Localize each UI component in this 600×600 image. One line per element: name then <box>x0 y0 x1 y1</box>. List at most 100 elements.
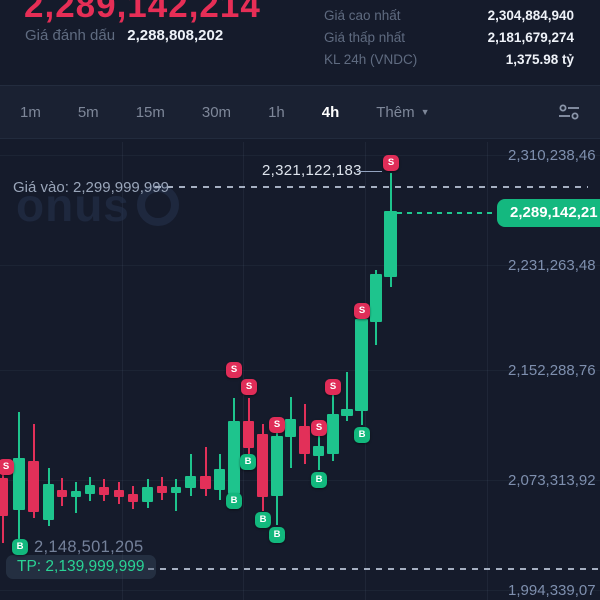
candle-body <box>85 485 95 494</box>
stat-value: 2,304,884,940 <box>487 7 574 23</box>
watermark-logo-ring <box>136 184 179 226</box>
sell-marker-badge[interactable]: S <box>226 362 242 378</box>
entry-price-line <box>155 186 588 188</box>
price-header: 2,289,142,214 Giá đánh dấu 2,288,808,202… <box>0 0 600 86</box>
gridline-vertical <box>487 142 488 600</box>
stat-label: Giá thấp nhất <box>324 29 406 45</box>
gridline-horizontal <box>0 370 600 371</box>
sell-marker-badge[interactable]: S <box>325 379 341 395</box>
candle-body <box>128 494 138 502</box>
buy-marker-badge[interactable]: B <box>269 527 285 543</box>
candle-body <box>355 319 368 411</box>
sell-marker-badge[interactable]: S <box>269 417 285 433</box>
candle-body <box>200 476 211 489</box>
price-axis-tick: 2,310,238,46 <box>508 147 596 164</box>
price-axis-tick: 2,073,313,92 <box>508 472 596 489</box>
chevron-down-icon: ▼ <box>420 107 430 117</box>
candle-body <box>243 421 254 448</box>
sell-marker-badge[interactable]: S <box>354 303 370 319</box>
buy-marker-badge[interactable]: B <box>311 472 327 488</box>
timeframe-tab-15m[interactable]: 15m <box>135 103 165 121</box>
candle-body <box>214 469 225 490</box>
candle-body <box>285 419 296 437</box>
timeframe-more-button[interactable]: Thêm ▼ <box>376 104 429 121</box>
timeframe-tab-5m[interactable]: 5m <box>77 103 99 121</box>
timeframe-bar: 1m 5m 15m 30m 1h 4h Thêm ▼ <box>0 86 600 139</box>
gridline-vertical <box>122 142 123 600</box>
candle-body <box>313 446 324 456</box>
current-price-line <box>397 212 497 214</box>
timeframe-tab-1m[interactable]: 1m <box>20 103 41 121</box>
candle-wick <box>175 479 177 511</box>
take-profit-line <box>148 568 600 570</box>
stat-value: 2,181,679,274 <box>487 29 574 45</box>
price-axis-tick: 2,231,263,48 <box>508 257 596 274</box>
watermark-text: onus <box>16 179 130 231</box>
mark-price-value: 2,288,808,202 <box>127 27 224 44</box>
candle-body <box>114 490 124 497</box>
stat-row: KL 24h (VNDC) 1,375.98 tỷ <box>324 48 574 70</box>
stat-row: Giá cao nhất 2,304,884,940 <box>324 4 574 26</box>
candle-body <box>28 461 39 512</box>
buy-marker-badge[interactable]: B <box>240 454 256 470</box>
sell-marker-badge[interactable]: S <box>241 379 257 395</box>
candle-body <box>384 211 397 277</box>
stat-row: Giá thấp nhất 2,181,679,274 <box>324 26 574 48</box>
buy-marker-badge[interactable]: B <box>255 512 271 528</box>
entry-price-label: Giá vào: 2,299,999,999 <box>13 179 169 196</box>
timeframe-tab-30m[interactable]: 30m <box>201 103 232 121</box>
candle-body <box>228 421 240 494</box>
sell-marker-badge[interactable]: S <box>383 155 399 171</box>
candle-wick <box>75 482 77 513</box>
buy-marker-badge[interactable]: B <box>226 493 242 509</box>
mark-price-row: Giá đánh dấu 2,288,808,202 <box>25 27 223 44</box>
sliders-icon <box>559 104 579 120</box>
buy-marker-badge[interactable]: B <box>354 427 370 443</box>
candle-body <box>142 487 153 502</box>
timeframe-more-label: Thêm <box>376 103 415 121</box>
candle-body <box>341 409 353 416</box>
sell-marker-badge[interactable]: S <box>0 459 14 475</box>
candle-body <box>43 484 54 520</box>
timeframe-tab-1h[interactable]: 1h <box>268 103 285 121</box>
current-price-tag: 2,289,142,21 <box>497 199 600 227</box>
mark-price-label: Giá đánh dấu <box>25 27 116 44</box>
gridline-horizontal <box>0 590 600 591</box>
candle-wick <box>189 454 192 496</box>
gridline-horizontal <box>0 480 600 481</box>
onus-watermark: onus <box>16 182 179 228</box>
sell-marker-badge[interactable]: S <box>311 420 327 436</box>
candle-body <box>370 274 382 322</box>
candle-body <box>299 426 310 454</box>
candle-body <box>57 490 67 497</box>
candle-body <box>13 458 25 510</box>
chart-settings-button[interactable] <box>558 102 580 122</box>
last-price: 2,289,142,214 <box>24 0 261 25</box>
order-price-label: 2,321,122,183 <box>262 162 362 179</box>
candle-body <box>185 476 196 488</box>
candle-body <box>327 414 339 454</box>
market-stats: Giá cao nhất 2,304,884,940 Giá thấp nhất 2,… <box>324 4 574 70</box>
stat-label: KL 24h (VNDC) <box>324 51 418 67</box>
timeframe-tab-4h[interactable]: 4h <box>321 103 340 121</box>
candle-wick <box>346 372 348 421</box>
order-price-pointer-line <box>357 171 382 172</box>
price-axis-tick: 1,994,339,07 <box>508 582 596 599</box>
stat-label: Giá cao nhất <box>324 7 401 23</box>
candle-body <box>271 436 283 496</box>
take-profit-label[interactable]: TP: 2,139,999,999 <box>6 555 156 579</box>
candle-body <box>171 487 181 493</box>
candle-body <box>157 486 167 493</box>
stat-value: 1,375.98 tỷ <box>505 51 574 67</box>
buy-marker-badge[interactable]: B <box>12 539 28 555</box>
gridline-horizontal <box>0 265 600 266</box>
candle-body <box>257 434 268 497</box>
candle-wick <box>204 447 207 496</box>
candle-body <box>99 487 109 495</box>
session-low-label: 2,148,501,205 <box>34 538 144 556</box>
gridline-vertical <box>243 142 244 600</box>
candle-body <box>71 491 81 497</box>
gridline-horizontal <box>0 155 600 156</box>
